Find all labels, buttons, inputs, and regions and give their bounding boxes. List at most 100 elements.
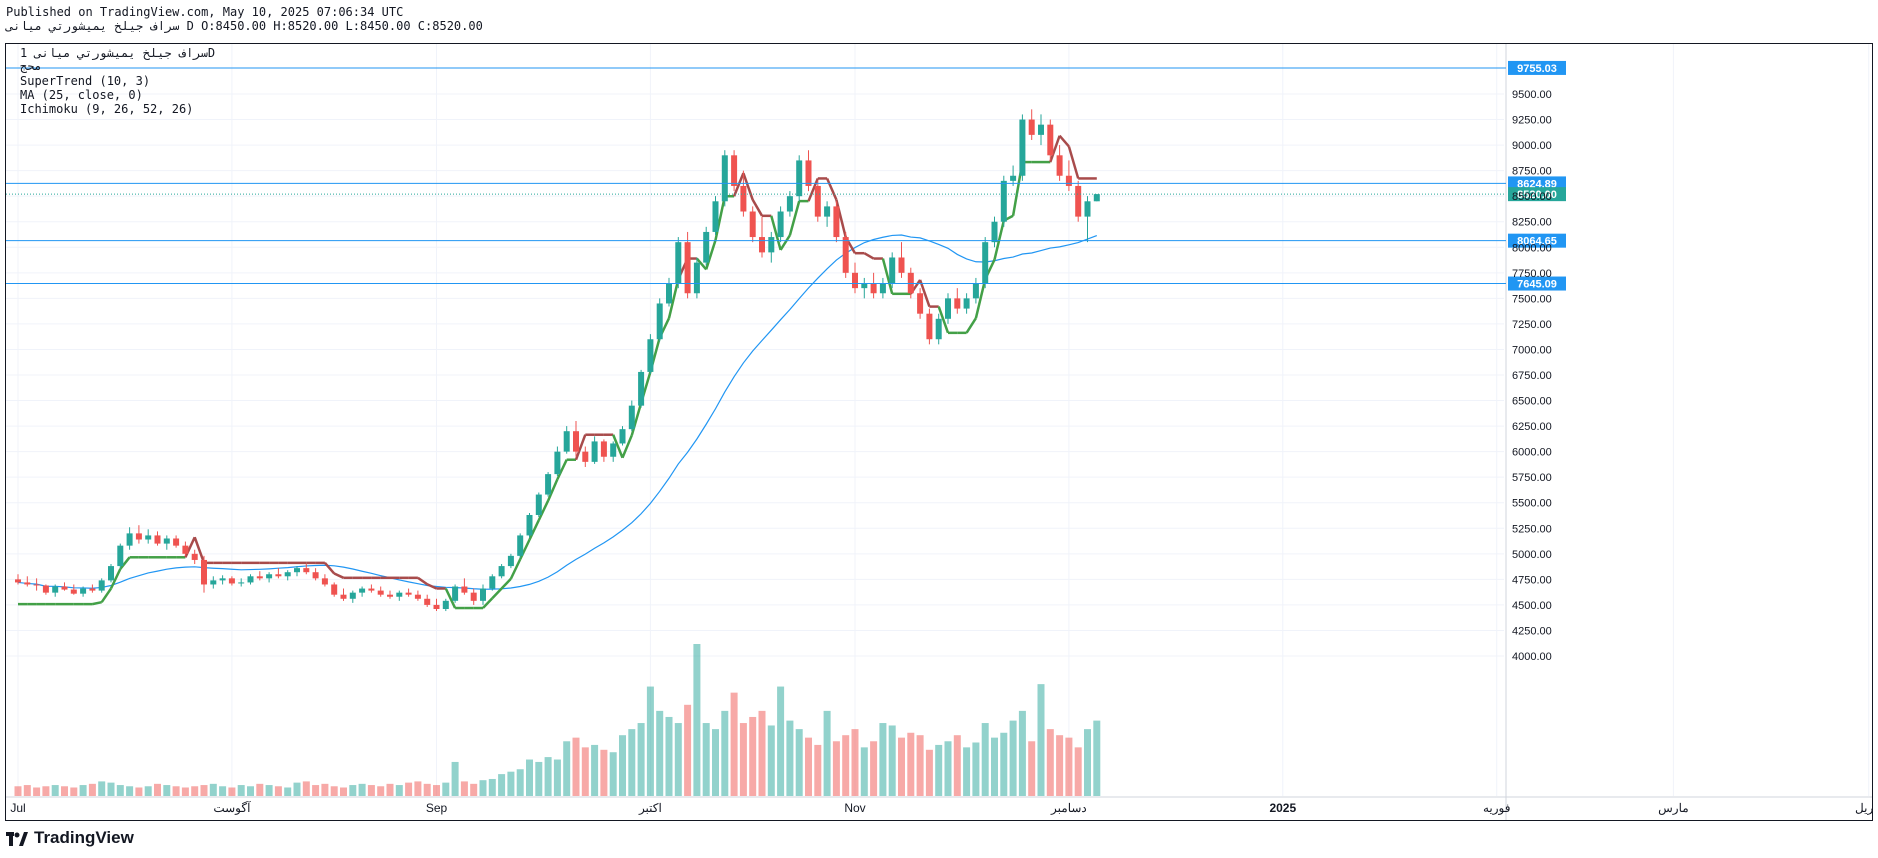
candle-body[interactable] bbox=[861, 283, 868, 289]
candle-body[interactable] bbox=[414, 594, 421, 599]
candle-body[interactable] bbox=[600, 441, 607, 457]
candle-body[interactable] bbox=[945, 298, 951, 319]
candle-body[interactable] bbox=[182, 545, 189, 554]
candle-body[interactable] bbox=[907, 272, 914, 294]
candle-body[interactable] bbox=[842, 237, 849, 273]
candle-body[interactable] bbox=[1075, 185, 1082, 217]
candle-body[interactable] bbox=[1010, 175, 1017, 181]
candle-body[interactable] bbox=[15, 579, 21, 583]
candle-body[interactable] bbox=[266, 574, 273, 579]
candle-body[interactable] bbox=[898, 257, 905, 273]
candle-body[interactable] bbox=[452, 586, 459, 601]
chart-frame[interactable]: 9755.03 8624.89 8064.65 7645.09 8520.00 4000.… bbox=[5, 43, 1873, 821]
candle-body[interactable] bbox=[684, 242, 691, 294]
candle-body[interactable] bbox=[70, 589, 77, 594]
candle-body[interactable] bbox=[294, 568, 300, 573]
candle-body[interactable] bbox=[582, 451, 589, 462]
candle-body[interactable] bbox=[814, 185, 821, 217]
candle-body[interactable] bbox=[1038, 124, 1044, 135]
candle-body[interactable] bbox=[666, 283, 672, 304]
candle-body[interactable] bbox=[489, 576, 496, 589]
candle-body[interactable] bbox=[740, 185, 747, 212]
candle-body[interactable] bbox=[42, 585, 49, 593]
candle-body[interactable] bbox=[954, 298, 961, 309]
candle-body[interactable] bbox=[963, 298, 970, 309]
candle-body[interactable] bbox=[470, 592, 477, 601]
candle-body[interactable] bbox=[387, 594, 393, 597]
candle-body[interactable] bbox=[889, 257, 896, 284]
candle-body[interactable] bbox=[210, 580, 217, 585]
candle-body[interactable] bbox=[879, 283, 886, 294]
candle-body[interactable] bbox=[833, 206, 840, 238]
candle-body[interactable] bbox=[219, 578, 226, 581]
legend-ichimoku[interactable]: Ichimoku (9, 26, 52, 26) bbox=[20, 102, 194, 116]
candle-body[interactable] bbox=[991, 221, 998, 243]
candle-body[interactable] bbox=[1000, 180, 1007, 222]
candle-body[interactable] bbox=[33, 584, 40, 586]
candle-body[interactable] bbox=[545, 474, 552, 495]
candle-body[interactable] bbox=[98, 580, 105, 591]
candle-body[interactable] bbox=[108, 566, 114, 581]
candle-body[interactable] bbox=[228, 578, 235, 584]
candle-body[interactable] bbox=[368, 588, 375, 591]
candle-body[interactable] bbox=[321, 578, 328, 585]
candle-body[interactable] bbox=[396, 592, 403, 597]
candle-body[interactable] bbox=[191, 553, 198, 560]
candle-body[interactable] bbox=[201, 559, 207, 585]
legend-supertrend[interactable]: SuperTrend (10, 3) bbox=[20, 74, 151, 88]
candle-body[interactable] bbox=[349, 592, 356, 599]
candle-body[interactable] bbox=[917, 293, 924, 314]
candle-body[interactable] bbox=[247, 576, 254, 583]
candle-body[interactable] bbox=[824, 206, 831, 217]
candle-body[interactable] bbox=[610, 443, 617, 457]
candle-body[interactable] bbox=[1065, 175, 1072, 186]
candle-body[interactable] bbox=[80, 588, 87, 594]
candle-body[interactable] bbox=[61, 586, 68, 590]
candle-body[interactable] bbox=[340, 594, 347, 599]
candle-body[interactable] bbox=[554, 451, 561, 475]
candle-body[interactable] bbox=[517, 535, 524, 556]
candle-body[interactable] bbox=[563, 431, 570, 452]
candle-body[interactable] bbox=[256, 576, 263, 579]
candle-body[interactable] bbox=[24, 582, 31, 585]
legend-ma[interactable]: MA (25, close, 0) bbox=[20, 88, 143, 102]
candle-body[interactable] bbox=[433, 604, 440, 609]
candle-body[interactable] bbox=[675, 242, 682, 284]
candle-body[interactable] bbox=[638, 371, 645, 406]
candle-body[interactable] bbox=[145, 535, 152, 540]
candle-body[interactable] bbox=[377, 590, 384, 595]
candle-body[interactable] bbox=[703, 231, 710, 263]
candle-body[interactable] bbox=[173, 538, 180, 546]
candle-body[interactable] bbox=[796, 160, 803, 197]
candle-body[interactable] bbox=[331, 584, 338, 595]
candle-body[interactable] bbox=[656, 303, 663, 340]
candle-body[interactable] bbox=[507, 555, 514, 567]
candle-body[interactable] bbox=[1047, 124, 1054, 156]
candle-body[interactable] bbox=[526, 514, 533, 536]
candle-body[interactable] bbox=[619, 429, 626, 444]
candle-body[interactable] bbox=[480, 588, 486, 601]
candle-body[interactable] bbox=[777, 211, 784, 238]
candle-body[interactable] bbox=[117, 545, 124, 567]
candle-body[interactable] bbox=[238, 582, 245, 584]
candle-body[interactable] bbox=[1084, 201, 1091, 217]
candle-body[interactable] bbox=[712, 201, 719, 232]
candle-body[interactable] bbox=[926, 313, 933, 340]
candle-body[interactable] bbox=[935, 318, 942, 340]
candle-body[interactable] bbox=[52, 586, 59, 593]
candle-body[interactable] bbox=[126, 533, 133, 546]
candle-body[interactable] bbox=[721, 155, 728, 202]
candle-body[interactable] bbox=[768, 237, 775, 253]
candle-body[interactable] bbox=[461, 586, 468, 593]
candle-body[interactable] bbox=[749, 211, 756, 238]
candle-body[interactable] bbox=[1019, 119, 1026, 176]
candle-body[interactable] bbox=[759, 237, 765, 253]
candle-body[interactable] bbox=[535, 494, 542, 515]
candle-body[interactable] bbox=[498, 566, 505, 577]
candle-body[interactable] bbox=[805, 160, 812, 186]
candle-body[interactable] bbox=[424, 598, 431, 605]
candle-body[interactable] bbox=[573, 431, 579, 452]
candle-body[interactable] bbox=[1093, 194, 1100, 202]
candle-body[interactable] bbox=[972, 283, 979, 299]
candle-body[interactable] bbox=[312, 572, 319, 579]
